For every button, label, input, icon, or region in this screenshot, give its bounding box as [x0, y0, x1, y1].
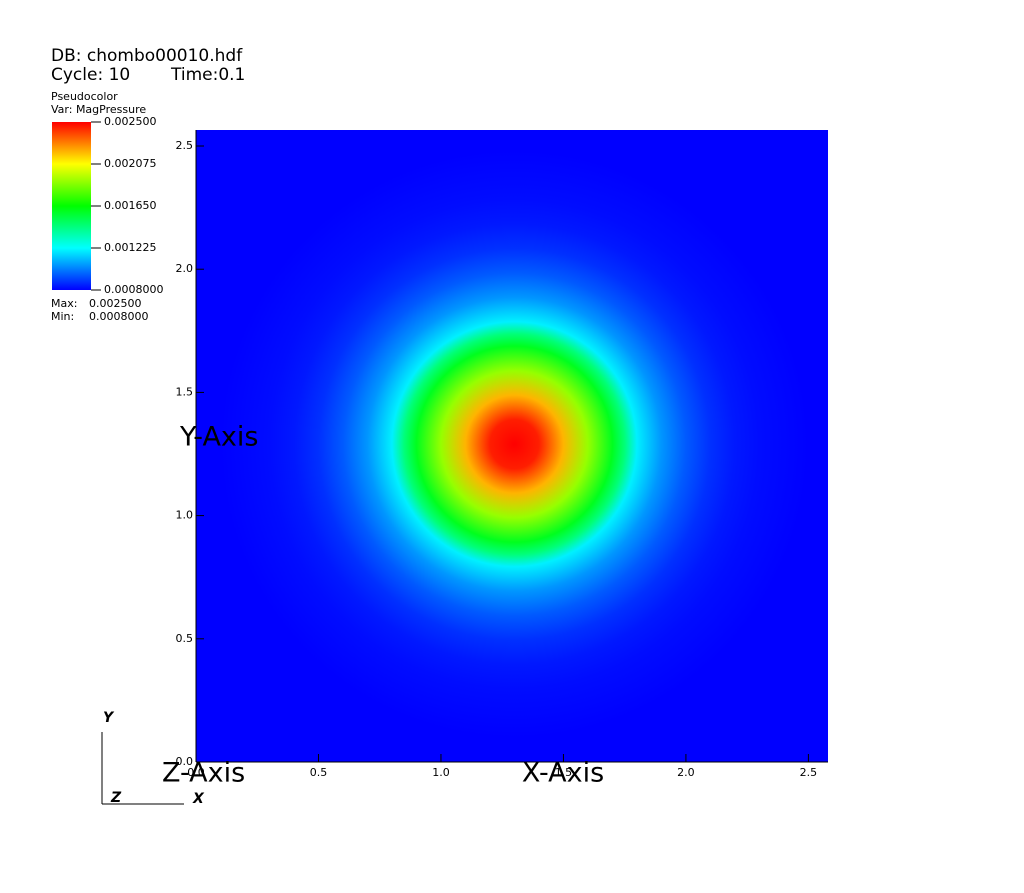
y-tick-label: 2.5	[176, 139, 194, 152]
db-name: DB: chombo00010.hdf	[51, 46, 243, 66]
plot-name: Pseudocolor	[51, 90, 118, 103]
y-axis-title: Y-Axis	[179, 422, 258, 453]
x-tick-label: 0.5	[310, 766, 328, 779]
triad-label: Z	[110, 790, 122, 806]
x-tick-label: 2.5	[800, 766, 818, 779]
color-tick-label: 0.0008000	[104, 283, 164, 296]
min-value: 0.0008000	[89, 310, 149, 323]
color-bar	[52, 122, 91, 290]
time: Time:0.1	[170, 65, 245, 85]
color-tick-label: 0.002500	[104, 115, 157, 128]
triad-label: Y	[103, 710, 115, 726]
y-tick-label: 1.0	[176, 509, 194, 522]
y-tick-label: 0.0	[176, 755, 194, 768]
triad: Y Z X	[101, 710, 205, 807]
color-tick-label: 0.001650	[104, 199, 157, 212]
x-tick-label: 2.0	[677, 766, 695, 779]
max-label: Max:	[51, 297, 77, 310]
z-axis-title: Z-Axis	[162, 758, 245, 789]
color-tick-label: 0.002075	[104, 157, 157, 170]
y-tick-label: 0.5	[176, 632, 194, 645]
y-tick-label: 1.5	[176, 385, 194, 398]
x-axis-title: X-Axis	[522, 758, 604, 789]
min-label: Min:	[51, 310, 74, 323]
pseudocolor-field	[196, 130, 828, 762]
cycle: Cycle: 10	[51, 65, 130, 85]
x-tick-label: 1.5	[555, 766, 573, 779]
triad-label: X	[192, 791, 205, 807]
variable: Var: MagPressure	[51, 103, 146, 116]
max-value: 0.002500	[89, 297, 142, 310]
x-tick-label: 0.0	[187, 766, 205, 779]
x-tick-label: 1.0	[432, 766, 450, 779]
color-tick-label: 0.001225	[104, 241, 157, 254]
y-tick-label: 2.0	[176, 262, 194, 275]
